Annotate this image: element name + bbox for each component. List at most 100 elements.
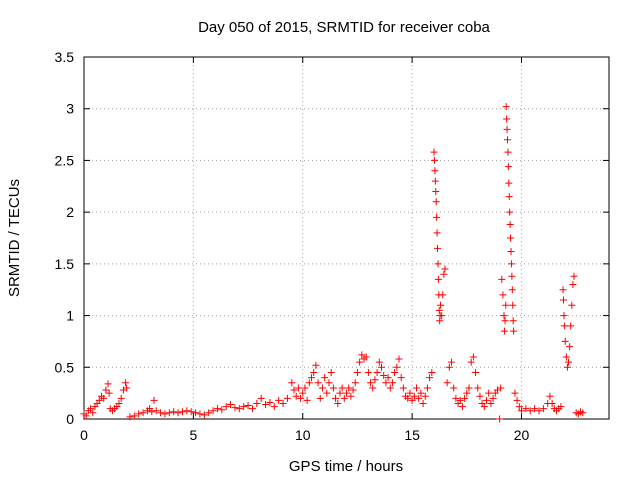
data-point: [433, 213, 441, 221]
data-point: [257, 394, 265, 402]
data-point: [318, 384, 326, 392]
data-point: [388, 379, 396, 387]
x-tick-label: 0: [80, 427, 88, 443]
data-point: [391, 368, 399, 376]
data-point: [419, 399, 427, 407]
data-point: [539, 405, 547, 413]
data-point: [560, 296, 567, 304]
data-point: [522, 405, 530, 413]
data-point: [292, 392, 300, 400]
x-tick-label: 15: [404, 427, 420, 443]
data-point: [406, 389, 414, 397]
data-point: [299, 389, 307, 397]
data-point: [474, 384, 482, 392]
data-point: [327, 368, 335, 376]
data-point: [152, 407, 160, 415]
data-point: [205, 409, 213, 417]
data-point: [209, 407, 217, 415]
data-point: [253, 399, 261, 407]
y-tick-label: 2.5: [55, 152, 75, 168]
data-point: [456, 396, 464, 404]
data-point: [548, 399, 556, 407]
data-point: [505, 193, 513, 201]
data-point: [122, 379, 130, 387]
data-point: [386, 384, 394, 392]
data-point: [231, 404, 239, 412]
data-point: [458, 403, 466, 411]
data-point: [452, 394, 460, 402]
x-tick-label: 5: [189, 427, 197, 443]
data-point: [334, 399, 342, 407]
data-point: [413, 384, 420, 392]
data-point: [563, 363, 571, 371]
data-point: [438, 312, 446, 320]
data-point: [294, 384, 302, 392]
data-point: [312, 361, 320, 369]
data-point: [123, 384, 131, 392]
plot-frame: [83, 56, 610, 420]
data-point: [499, 291, 507, 299]
data-point: [353, 368, 361, 376]
data-point: [351, 379, 359, 387]
data-point: [502, 103, 510, 111]
data-point: [476, 392, 484, 400]
data-point: [430, 156, 438, 164]
data-point: [117, 394, 125, 402]
data-point: [472, 368, 480, 376]
data-point: [367, 379, 375, 387]
y-tick-label: 2: [66, 204, 74, 220]
data-point: [275, 396, 283, 404]
data-point: [505, 179, 513, 187]
data-point: [161, 410, 169, 418]
data-point: [373, 368, 381, 376]
data-point: [338, 384, 346, 392]
data-point: [430, 148, 438, 156]
data-point: [507, 260, 515, 268]
data-point: [100, 394, 108, 402]
y-tick-label: 1: [66, 308, 74, 324]
data-point: [174, 409, 182, 417]
data-point: [404, 394, 412, 402]
data-point: [95, 396, 103, 404]
y-tick-label: 0.5: [55, 359, 75, 375]
data-point: [105, 389, 113, 397]
data-point: [504, 148, 512, 156]
data-point: [431, 167, 439, 175]
data-point: [506, 221, 514, 229]
data-point: [428, 368, 436, 376]
data-point: [305, 379, 313, 387]
data-point: [347, 392, 355, 400]
data-point: [570, 272, 578, 280]
data-point: [82, 412, 90, 420]
data-point: [432, 198, 440, 206]
data-point: [135, 410, 143, 418]
data-point: [380, 372, 388, 380]
data-point: [375, 358, 383, 366]
data-point: [187, 408, 195, 416]
data-point: [504, 136, 511, 144]
data-point: [498, 275, 506, 283]
data-point: [130, 412, 138, 420]
data-point: [506, 208, 514, 216]
data-point: [325, 379, 333, 387]
data-point: [279, 399, 287, 407]
data-point: [421, 392, 429, 400]
data-point: [290, 386, 298, 394]
data-point: [509, 317, 517, 325]
data-point: [356, 358, 364, 366]
y-axis-label: SRMTID / TECUs: [6, 179, 23, 297]
data-point: [432, 187, 440, 195]
data-point: [431, 177, 439, 185]
data-point: [378, 363, 385, 371]
data-point: [340, 394, 348, 402]
data-point: [336, 389, 344, 397]
data-point: [408, 396, 416, 404]
data-point: [288, 379, 296, 387]
data-point: [448, 358, 455, 366]
data-point: [222, 403, 230, 411]
data-point: [441, 265, 449, 273]
data-point: [450, 384, 458, 392]
data-point: [343, 389, 350, 397]
data-point: [358, 351, 366, 359]
data-point: [382, 379, 390, 387]
